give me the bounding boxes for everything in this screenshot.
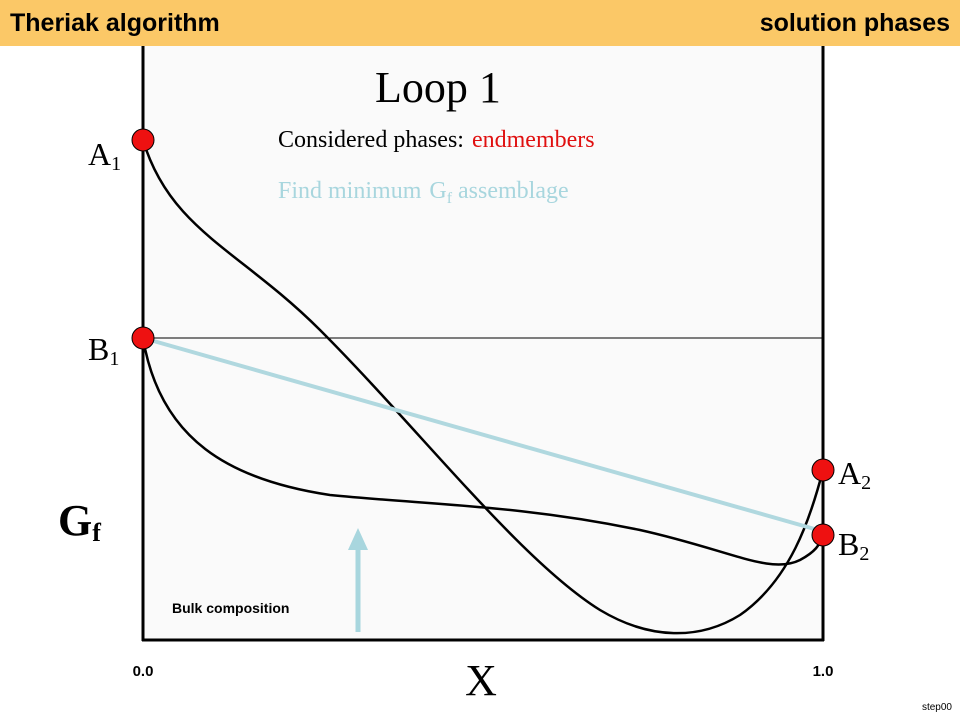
title: Loop 1 (375, 63, 501, 112)
considered: Considered phases: endmembers (278, 127, 595, 153)
curve-b (141, 337, 825, 566)
x-max-label: 1.0 (813, 663, 834, 680)
footer: step00 (922, 702, 952, 713)
instruction-subscript: f (447, 190, 453, 207)
point (131, 326, 155, 350)
plot-area (143, 46, 823, 640)
point-label: B1 (88, 331, 119, 370)
instruction-symbol: G (429, 178, 446, 204)
index: 1 (111, 153, 121, 175)
y-axis-label: Gf (58, 496, 101, 547)
arrow-label: Bulk composition (172, 600, 289, 616)
letter: A (88, 136, 111, 172)
x-min-label: 0.0 (133, 663, 154, 680)
y-label: G (58, 496, 92, 545)
header-left: Theriak algorithm (10, 9, 220, 37)
bulk-arrow-head (348, 528, 368, 550)
curve-a (141, 139, 825, 635)
y-sub: f (92, 518, 101, 547)
index: 1 (109, 348, 119, 370)
letter: A (838, 455, 861, 491)
instruction-rest: assemblage (458, 178, 569, 204)
instruction-text: Find minimum (278, 178, 422, 204)
header-right: solution phases (760, 9, 950, 37)
point (131, 128, 155, 152)
considered-label: Considered phases: (278, 127, 464, 153)
point-label: A1 (88, 136, 121, 175)
instruction: Find minimum Gf assemblage (278, 178, 569, 207)
index: 2 (859, 543, 869, 565)
tangent-line (142, 336, 819, 532)
point-label: B2 (838, 526, 869, 565)
index: 2 (861, 472, 871, 494)
considered-value: endmembers (472, 127, 595, 153)
letter: B (838, 526, 859, 562)
header-bar (0, 0, 960, 46)
point (811, 523, 835, 547)
point (811, 458, 835, 482)
letter: B (88, 331, 109, 367)
x-axis-label: X (465, 656, 497, 705)
point-label: A2 (838, 455, 871, 494)
